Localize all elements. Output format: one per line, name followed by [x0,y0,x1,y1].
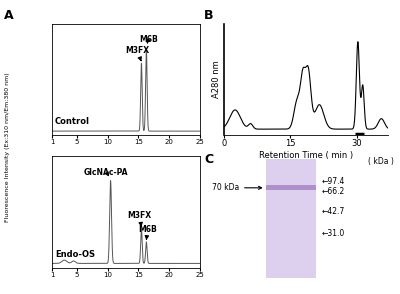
Text: ←97.4: ←97.4 [321,177,345,186]
Bar [266,159,316,278]
Text: Control: Control [55,118,90,126]
Y-axis label: A280 nm: A280 nm [212,61,221,98]
Text: ←31.0: ←31.0 [321,228,344,238]
Text: M3FX: M3FX [128,211,152,226]
Text: A: A [4,9,14,22]
Text: M6B: M6B [139,35,158,44]
Text: M6B: M6B [138,225,157,239]
X-axis label: Retention Time ( min ): Retention Time ( min ) [259,151,353,160]
Text: GlcNAc-PA: GlcNAc-PA [84,168,128,176]
Bar [266,185,316,191]
Text: B: B [204,9,214,22]
Text: ( kDa ): ( kDa ) [368,157,394,166]
Text: ←42.7: ←42.7 [321,207,344,216]
Text: 70 kDa: 70 kDa [212,183,262,192]
Text: M3FX: M3FX [125,46,149,61]
Text: Fluorescence Intensity (Ex:310 nm/Em:380 nm): Fluorescence Intensity (Ex:310 nm/Em:380… [6,72,10,222]
Text: C: C [204,153,213,166]
Text: Endo-OS: Endo-OS [55,250,95,259]
Text: ←66.2: ←66.2 [321,187,344,196]
